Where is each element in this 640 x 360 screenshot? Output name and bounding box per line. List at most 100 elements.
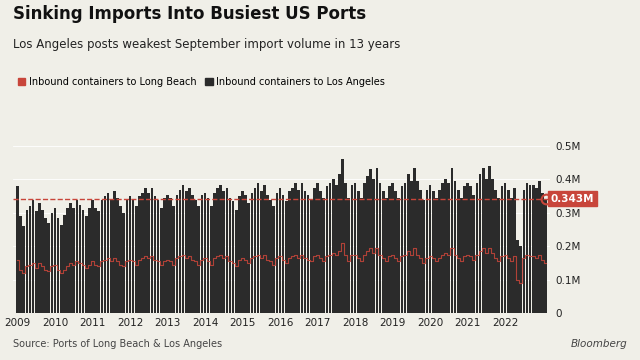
- Bar: [326, 186, 328, 313]
- Bar: [291, 188, 294, 313]
- Bar: [91, 199, 94, 313]
- Bar: [204, 193, 206, 313]
- Bar: [213, 193, 216, 313]
- Bar: [60, 225, 63, 313]
- Bar: [135, 206, 138, 313]
- Bar: [298, 189, 300, 313]
- Bar: [66, 208, 69, 313]
- Bar: [369, 170, 372, 313]
- Bar: [107, 193, 109, 313]
- Bar: [344, 183, 347, 313]
- Bar: [463, 186, 466, 313]
- Bar: [323, 198, 325, 313]
- Bar: [216, 188, 219, 313]
- Bar: [238, 196, 241, 313]
- Bar: [485, 180, 488, 313]
- Bar: [144, 188, 147, 313]
- Bar: [329, 183, 332, 313]
- Bar: [235, 210, 237, 313]
- Bar: [494, 189, 497, 313]
- Bar: [444, 180, 447, 313]
- Bar: [175, 194, 178, 313]
- Bar: [185, 191, 188, 313]
- Bar: [532, 184, 534, 313]
- Bar: [385, 198, 388, 313]
- Bar: [413, 168, 416, 313]
- Bar: [435, 198, 438, 313]
- Bar: [228, 198, 231, 313]
- Bar: [401, 186, 403, 313]
- Bar: [394, 191, 397, 313]
- Bar: [388, 186, 391, 313]
- Bar: [198, 206, 200, 313]
- Bar: [404, 183, 406, 313]
- Bar: [232, 201, 234, 313]
- Bar: [429, 184, 431, 313]
- Bar: [253, 188, 257, 313]
- Bar: [138, 196, 141, 313]
- Bar: [419, 189, 422, 313]
- Bar: [504, 183, 506, 313]
- Bar: [257, 183, 259, 313]
- Bar: [16, 186, 19, 313]
- Bar: [160, 208, 163, 313]
- Bar: [282, 194, 285, 313]
- Bar: [32, 199, 35, 313]
- Bar: [223, 191, 225, 313]
- Bar: [251, 193, 253, 313]
- Bar: [72, 208, 75, 313]
- Bar: [476, 183, 478, 313]
- Bar: [104, 196, 106, 313]
- Bar: [132, 199, 134, 313]
- Bar: [29, 206, 31, 313]
- Bar: [188, 188, 191, 313]
- Bar: [285, 201, 287, 313]
- Bar: [391, 183, 394, 313]
- Bar: [313, 188, 316, 313]
- Bar: [157, 199, 159, 313]
- Bar: [307, 194, 310, 313]
- Bar: [416, 181, 419, 313]
- Bar: [451, 168, 453, 313]
- Bar: [319, 191, 322, 313]
- Bar: [301, 183, 303, 313]
- Bar: [357, 191, 360, 313]
- Bar: [397, 198, 400, 313]
- Bar: [57, 218, 60, 313]
- Bar: [150, 188, 153, 313]
- Bar: [163, 198, 166, 313]
- Bar: [529, 184, 531, 313]
- Bar: [154, 196, 156, 313]
- Bar: [220, 184, 222, 313]
- Bar: [469, 186, 472, 313]
- Bar: [248, 203, 250, 313]
- Bar: [348, 198, 350, 313]
- Bar: [335, 184, 338, 313]
- Bar: [366, 176, 369, 313]
- Bar: [88, 208, 91, 313]
- Bar: [426, 189, 428, 313]
- Bar: [545, 198, 547, 313]
- Bar: [119, 206, 122, 313]
- Bar: [69, 203, 72, 313]
- Bar: [266, 194, 269, 313]
- Bar: [510, 198, 513, 313]
- Bar: [488, 166, 491, 313]
- Bar: [191, 194, 194, 313]
- Bar: [472, 194, 475, 313]
- Bar: [210, 206, 212, 313]
- Bar: [354, 183, 356, 313]
- Bar: [497, 198, 500, 313]
- Bar: [363, 183, 365, 313]
- Bar: [492, 180, 494, 313]
- Bar: [541, 193, 544, 313]
- Bar: [379, 183, 381, 313]
- Text: Source: Ports of Long Beach & Los Angeles: Source: Ports of Long Beach & Los Angele…: [13, 339, 222, 349]
- Bar: [79, 204, 81, 313]
- Text: 0.343M: 0.343M: [550, 194, 594, 203]
- Bar: [26, 210, 28, 313]
- Bar: [170, 198, 172, 313]
- Bar: [207, 198, 209, 313]
- Bar: [454, 181, 456, 313]
- Bar: [338, 175, 340, 313]
